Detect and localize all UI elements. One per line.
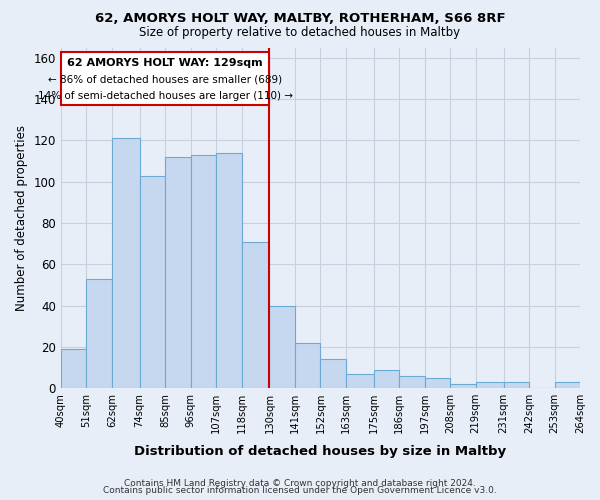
Bar (112, 138, 140, 388)
Bar (295, 342, 320, 388)
Bar (554, 382, 580, 388)
Bar (320, 359, 346, 388)
Bar (191, 155, 216, 388)
Text: 14% of semi-detached houses are larger (110) →: 14% of semi-detached houses are larger (… (38, 91, 293, 101)
X-axis label: Distribution of detached houses by size in Maltby: Distribution of detached houses by size … (134, 444, 506, 458)
Bar (61, 349, 86, 388)
Bar (346, 374, 374, 388)
Bar (165, 157, 191, 388)
Bar (216, 153, 242, 388)
FancyBboxPatch shape (61, 52, 269, 106)
Bar (374, 370, 399, 388)
Bar (503, 382, 529, 388)
Text: ← 86% of detached houses are smaller (689): ← 86% of detached houses are smaller (68… (48, 74, 282, 85)
Y-axis label: Number of detached properties: Number of detached properties (15, 125, 28, 311)
Text: Size of property relative to detached houses in Maltby: Size of property relative to detached ho… (139, 26, 461, 39)
Bar (242, 242, 269, 388)
Text: Contains HM Land Registry data © Crown copyright and database right 2024.: Contains HM Land Registry data © Crown c… (124, 478, 476, 488)
Text: 62 AMORYS HOLT WAY: 129sqm: 62 AMORYS HOLT WAY: 129sqm (67, 58, 263, 68)
Text: Contains public sector information licensed under the Open Government Licence v3: Contains public sector information licen… (103, 486, 497, 495)
Bar (86, 278, 112, 388)
Text: 62, AMORYS HOLT WAY, MALTBY, ROTHERHAM, S66 8RF: 62, AMORYS HOLT WAY, MALTBY, ROTHERHAM, … (95, 12, 505, 26)
Bar (425, 378, 450, 388)
Bar (269, 306, 295, 388)
Bar (476, 382, 503, 388)
Bar (140, 176, 165, 388)
Bar (450, 384, 476, 388)
Bar (399, 376, 425, 388)
